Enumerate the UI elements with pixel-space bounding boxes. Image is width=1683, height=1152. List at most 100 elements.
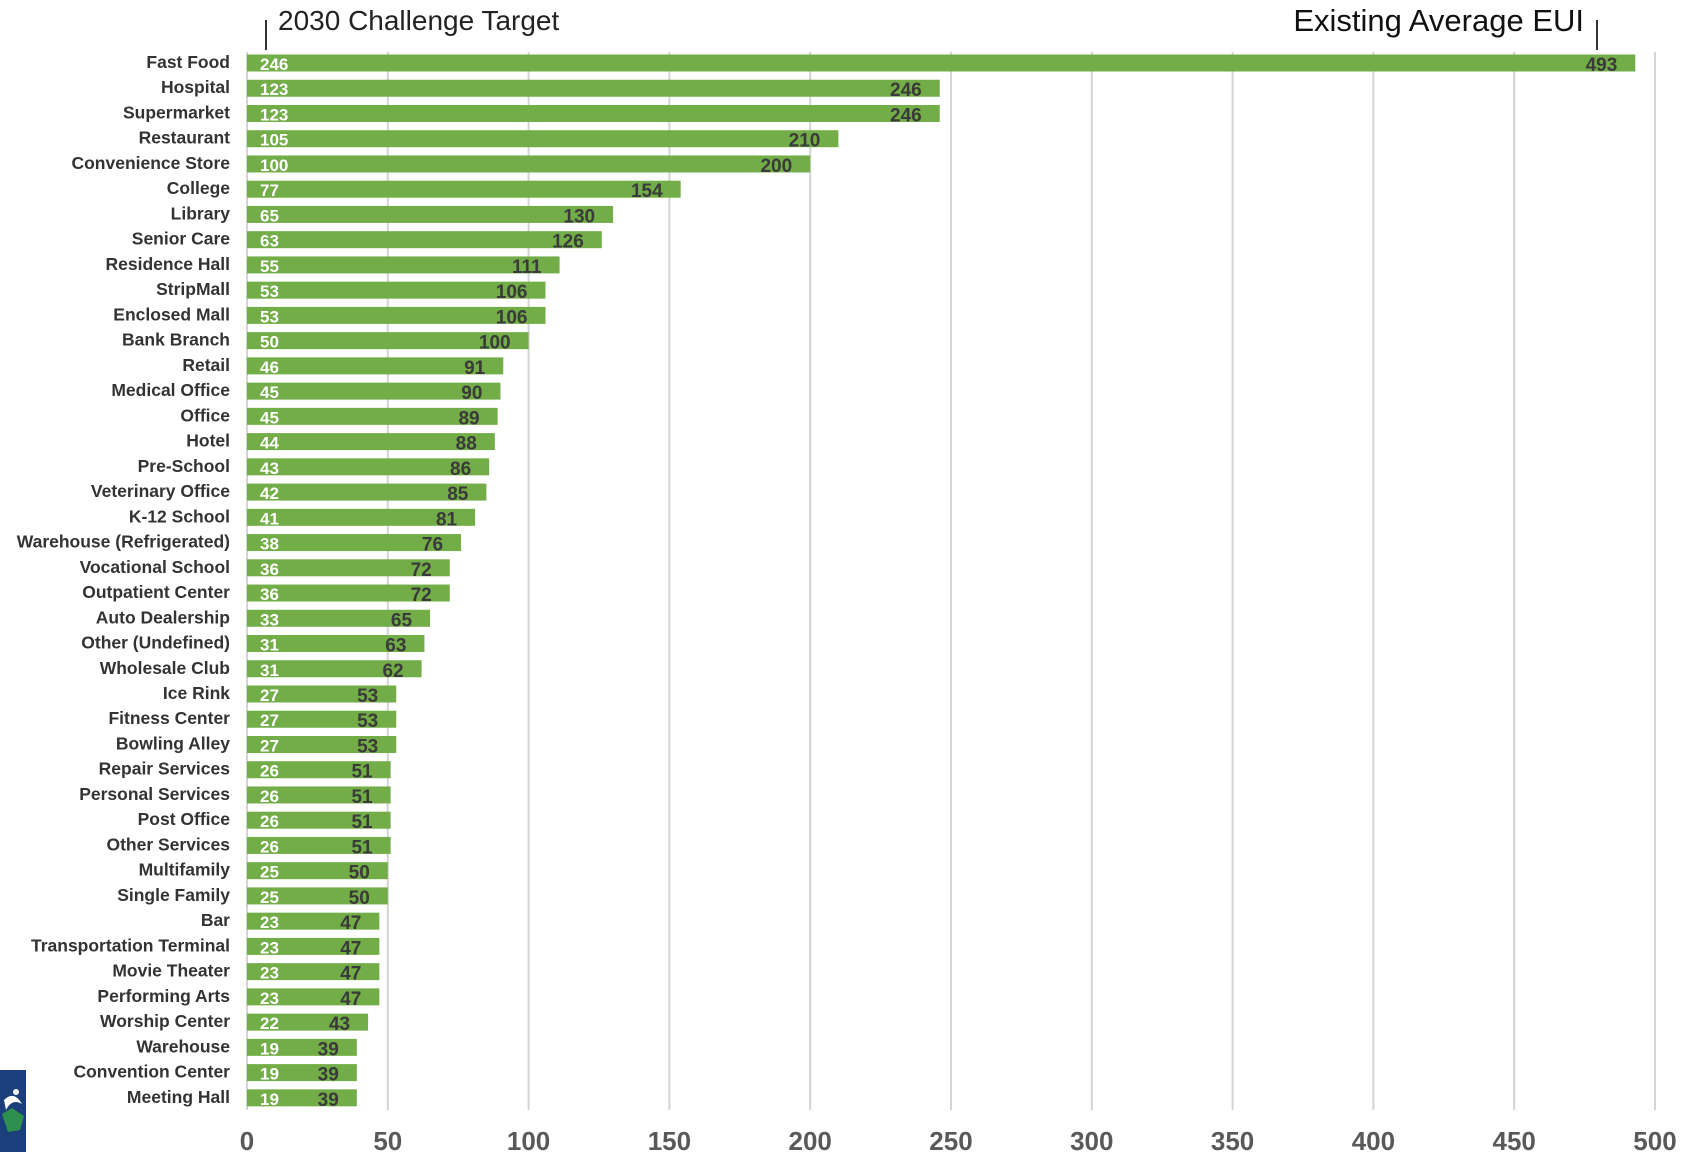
- category-label-college: College: [167, 178, 230, 198]
- target-label-residence-hall: 55: [260, 257, 279, 276]
- target-label-movie-theater: 23: [260, 964, 279, 983]
- category-label-veterinary-office: Veterinary Office: [91, 481, 230, 501]
- existing-label-outpatient-center: 72: [411, 585, 432, 606]
- category-label-convention-center: Convention Center: [73, 1062, 230, 1082]
- target-label-hospital: 123: [260, 80, 288, 99]
- existing-label-office: 89: [458, 408, 479, 429]
- x-axis-tick-labels: 0 50 100 150 200 250 300 350 400 450 500: [240, 1126, 1677, 1152]
- target-label-retail: 46: [260, 358, 279, 377]
- bar-bowling-alley: [247, 735, 397, 753]
- existing-label-retail: 91: [464, 358, 486, 379]
- target-label-veterinary-office: 42: [260, 484, 279, 503]
- bar-veterinary-office: [247, 483, 487, 501]
- existing-label-warehouse: 39: [318, 1039, 339, 1060]
- target-label-fast-food: 246: [260, 55, 288, 74]
- category-label-other-undefined: Other (Undefined): [81, 633, 230, 653]
- target-label-enclosed-mall: 53: [260, 307, 279, 326]
- existing-label-post-office: 51: [351, 812, 373, 833]
- existing-label-residence-hall: 111: [512, 257, 542, 278]
- bar-medical-office: [247, 382, 501, 400]
- target-label-outpatient-center: 36: [260, 585, 279, 604]
- existing-label-pre-school: 86: [450, 459, 471, 480]
- category-label-vocational-school: Vocational School: [80, 557, 230, 577]
- existing-label-hotel: 88: [456, 434, 477, 455]
- existing-label-stripmall: 106: [496, 282, 528, 303]
- target-label-worship-center: 22: [260, 1014, 279, 1033]
- bar-other-services: [247, 836, 391, 854]
- existing-label-convention-center: 39: [318, 1065, 339, 1086]
- bar-senior-care: [247, 231, 602, 249]
- bar-office: [247, 407, 498, 425]
- bar-movie-theater: [247, 963, 380, 981]
- x-tick-label-150: 150: [648, 1126, 691, 1152]
- target-label-wholesale-club: 31: [260, 661, 279, 680]
- target-label-convenience-store: 100: [260, 156, 288, 175]
- bar-personal-services: [247, 786, 391, 804]
- bar-single-family: [247, 887, 388, 905]
- bar-hotel: [247, 433, 495, 451]
- bar-auto-dealership: [247, 609, 431, 627]
- category-label-retail: Retail: [182, 355, 230, 375]
- target-label-bar: 23: [260, 913, 279, 932]
- existing-label-performing-arts: 47: [340, 989, 361, 1010]
- existing-label-auto-dealership: 65: [391, 610, 413, 631]
- category-label-fast-food: Fast Food: [146, 52, 230, 72]
- existing-label-library: 130: [563, 206, 595, 227]
- existing-label-repair-services: 51: [351, 762, 373, 783]
- x-tick-label-250: 250: [929, 1126, 972, 1152]
- x-tick-label-0: 0: [240, 1126, 254, 1152]
- existing-label-bar: 47: [340, 913, 361, 934]
- category-label-library: Library: [171, 203, 231, 223]
- category-label-transportation-terminal: Transportation Terminal: [31, 935, 230, 955]
- target-label-multifamily: 25: [260, 863, 279, 882]
- existing-label-senior-care: 126: [552, 232, 584, 253]
- category-label-outpatient-center: Outpatient Center: [82, 582, 230, 602]
- category-label-meeting-hall: Meeting Hall: [127, 1087, 230, 1107]
- target-label-library: 65: [260, 206, 279, 225]
- existing-label-hospital: 246: [890, 80, 922, 101]
- existing-label-veterinary-office: 85: [447, 484, 469, 505]
- existing-label-warehouse-refrigerated: 76: [422, 535, 443, 556]
- existing-label-bowling-alley: 53: [357, 736, 378, 757]
- category-label-bank-branch: Bank Branch: [122, 330, 230, 350]
- category-label-pre-school: Pre-School: [138, 456, 230, 476]
- target-label-ice-rink: 27: [260, 686, 279, 705]
- category-label-senior-care: Senior Care: [132, 229, 230, 249]
- organization-logo: [0, 1070, 26, 1152]
- target-label-transportation-terminal: 23: [260, 938, 279, 957]
- bar-other-undefined: [247, 635, 425, 653]
- bar-meeting-hall: [247, 1089, 357, 1107]
- existing-label-ice-rink: 53: [357, 686, 378, 707]
- x-tick-label-500: 500: [1633, 1126, 1676, 1152]
- category-label-warehouse-refrigerated: Warehouse (Refrigerated): [17, 532, 230, 552]
- category-label-restaurant: Restaurant: [139, 128, 231, 148]
- target-value-labels: 246 123 123 105 100 77 65 63 55 53 53 50 46 45 45 44 43 4…: [260, 55, 288, 1109]
- target-annotation: 2030 Challenge Target: [278, 5, 559, 36]
- existing-label-vocational-school: 72: [411, 560, 432, 581]
- x-tick-label-200: 200: [789, 1126, 832, 1152]
- category-label-enclosed-mall: Enclosed Mall: [113, 304, 230, 324]
- existing-label-restaurant: 210: [789, 131, 821, 152]
- target-label-other-services: 26: [260, 837, 279, 856]
- target-label-personal-services: 26: [260, 787, 279, 806]
- target-label-meeting-hall: 19: [260, 1090, 279, 1109]
- gridlines: [246, 52, 1656, 1110]
- bar-wholesale-club: [247, 660, 422, 678]
- bar-stripmall: [247, 281, 546, 299]
- bar-convention-center: [247, 1064, 357, 1082]
- bar-performing-arts: [247, 988, 380, 1006]
- bars: [247, 54, 1636, 1107]
- existing-label-wholesale-club: 62: [382, 661, 403, 682]
- bar-vocational-school: [247, 559, 450, 577]
- bar-pre-school: [247, 458, 490, 476]
- category-label-residence-hall: Residence Hall: [106, 254, 231, 274]
- target-label-bank-branch: 50: [260, 333, 279, 352]
- existing-label-bank-branch: 100: [479, 333, 511, 354]
- bar-warehouse: [247, 1038, 357, 1056]
- category-label-repair-services: Repair Services: [99, 759, 231, 779]
- existing-annotation: Existing Average EUI: [1293, 3, 1584, 38]
- target-label-single-family: 25: [260, 888, 279, 907]
- x-tick-label-100: 100: [507, 1126, 550, 1152]
- existing-label-personal-services: 51: [351, 787, 373, 808]
- category-label-post-office: Post Office: [138, 809, 231, 829]
